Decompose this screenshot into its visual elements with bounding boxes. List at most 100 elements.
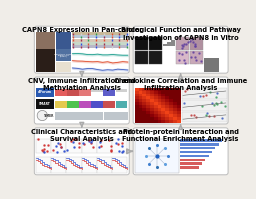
FancyBboxPatch shape — [154, 97, 158, 100]
FancyBboxPatch shape — [116, 89, 127, 92]
FancyBboxPatch shape — [142, 120, 146, 123]
FancyBboxPatch shape — [135, 114, 138, 117]
FancyBboxPatch shape — [177, 117, 181, 120]
FancyBboxPatch shape — [190, 51, 203, 64]
FancyBboxPatch shape — [72, 42, 128, 45]
FancyBboxPatch shape — [67, 101, 79, 108]
FancyBboxPatch shape — [142, 111, 146, 114]
FancyBboxPatch shape — [103, 101, 115, 108]
FancyBboxPatch shape — [204, 65, 219, 72]
FancyBboxPatch shape — [177, 108, 181, 111]
FancyBboxPatch shape — [179, 166, 199, 169]
FancyBboxPatch shape — [55, 89, 67, 96]
FancyBboxPatch shape — [148, 37, 162, 50]
FancyBboxPatch shape — [154, 108, 158, 111]
FancyBboxPatch shape — [173, 105, 177, 108]
FancyBboxPatch shape — [91, 101, 103, 108]
FancyBboxPatch shape — [146, 111, 150, 114]
FancyBboxPatch shape — [165, 88, 169, 91]
FancyBboxPatch shape — [112, 139, 127, 153]
Circle shape — [37, 110, 47, 121]
FancyBboxPatch shape — [169, 91, 173, 94]
FancyBboxPatch shape — [158, 105, 162, 108]
FancyBboxPatch shape — [154, 91, 158, 94]
FancyBboxPatch shape — [72, 39, 128, 42]
FancyBboxPatch shape — [169, 114, 173, 117]
FancyBboxPatch shape — [169, 105, 173, 108]
FancyBboxPatch shape — [135, 99, 138, 102]
FancyBboxPatch shape — [150, 114, 154, 117]
FancyBboxPatch shape — [154, 88, 158, 91]
FancyBboxPatch shape — [165, 99, 169, 102]
FancyBboxPatch shape — [146, 117, 150, 120]
FancyBboxPatch shape — [154, 105, 158, 108]
FancyBboxPatch shape — [135, 51, 148, 64]
FancyBboxPatch shape — [135, 120, 138, 123]
FancyBboxPatch shape — [158, 88, 162, 91]
Text: CNV, Immune Infiltration and
Methylation Analysis: CNV, Immune Infiltration and Methylation… — [28, 78, 136, 91]
FancyBboxPatch shape — [36, 157, 51, 173]
FancyBboxPatch shape — [150, 120, 154, 123]
FancyBboxPatch shape — [82, 139, 97, 153]
FancyBboxPatch shape — [146, 120, 150, 123]
FancyBboxPatch shape — [177, 99, 181, 102]
FancyBboxPatch shape — [135, 105, 138, 108]
FancyBboxPatch shape — [138, 114, 142, 117]
Text: diForum: diForum — [38, 90, 52, 94]
FancyBboxPatch shape — [72, 45, 128, 48]
FancyBboxPatch shape — [133, 128, 228, 175]
FancyBboxPatch shape — [179, 155, 209, 157]
FancyBboxPatch shape — [97, 139, 112, 153]
FancyBboxPatch shape — [179, 159, 205, 161]
FancyBboxPatch shape — [142, 91, 146, 94]
FancyBboxPatch shape — [116, 101, 127, 108]
FancyBboxPatch shape — [173, 99, 177, 102]
FancyBboxPatch shape — [177, 88, 181, 91]
FancyBboxPatch shape — [162, 105, 165, 108]
FancyBboxPatch shape — [72, 32, 128, 35]
FancyBboxPatch shape — [173, 102, 177, 105]
FancyBboxPatch shape — [142, 88, 146, 91]
FancyBboxPatch shape — [138, 120, 142, 123]
FancyBboxPatch shape — [177, 97, 181, 100]
FancyBboxPatch shape — [135, 94, 138, 97]
FancyBboxPatch shape — [56, 49, 71, 61]
FancyBboxPatch shape — [150, 94, 154, 97]
FancyBboxPatch shape — [150, 99, 154, 102]
FancyBboxPatch shape — [169, 120, 173, 123]
FancyBboxPatch shape — [154, 117, 158, 120]
FancyBboxPatch shape — [154, 111, 158, 114]
FancyBboxPatch shape — [36, 32, 55, 49]
FancyBboxPatch shape — [36, 88, 54, 97]
FancyBboxPatch shape — [173, 114, 177, 117]
FancyBboxPatch shape — [146, 102, 150, 105]
FancyBboxPatch shape — [135, 117, 138, 120]
FancyBboxPatch shape — [138, 99, 142, 102]
FancyBboxPatch shape — [135, 91, 138, 94]
FancyBboxPatch shape — [182, 100, 227, 110]
FancyBboxPatch shape — [67, 139, 82, 153]
FancyBboxPatch shape — [182, 112, 227, 122]
FancyBboxPatch shape — [158, 114, 162, 117]
FancyBboxPatch shape — [171, 40, 175, 46]
FancyBboxPatch shape — [204, 59, 219, 72]
FancyBboxPatch shape — [135, 37, 148, 50]
FancyBboxPatch shape — [158, 108, 162, 111]
FancyBboxPatch shape — [169, 97, 173, 100]
FancyBboxPatch shape — [34, 77, 129, 124]
FancyBboxPatch shape — [169, 117, 173, 120]
FancyBboxPatch shape — [146, 99, 150, 102]
Text: TIMER: TIMER — [45, 114, 55, 118]
FancyBboxPatch shape — [179, 162, 202, 165]
FancyBboxPatch shape — [204, 63, 219, 72]
FancyBboxPatch shape — [158, 99, 162, 102]
FancyBboxPatch shape — [162, 88, 165, 91]
FancyBboxPatch shape — [158, 97, 162, 100]
FancyBboxPatch shape — [138, 117, 142, 120]
FancyBboxPatch shape — [173, 94, 177, 97]
FancyBboxPatch shape — [67, 157, 82, 173]
FancyBboxPatch shape — [146, 108, 150, 111]
FancyBboxPatch shape — [158, 94, 162, 97]
Text: CAPN8 Expression in Pan-cancer: CAPN8 Expression in Pan-cancer — [22, 27, 142, 33]
FancyBboxPatch shape — [142, 105, 146, 108]
